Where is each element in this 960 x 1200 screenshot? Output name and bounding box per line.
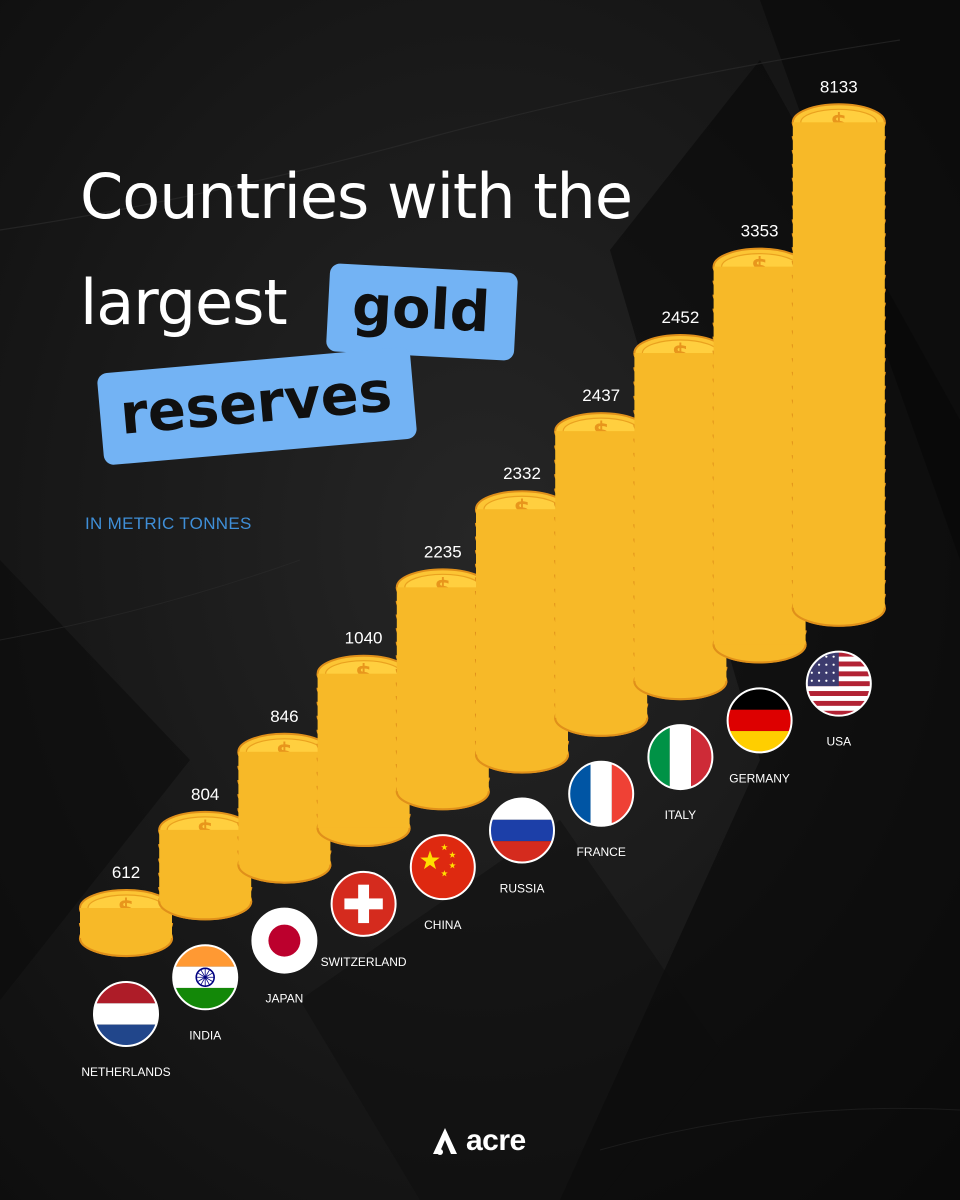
india-flag-icon xyxy=(172,944,239,1011)
category-label-italy: ITALY xyxy=(665,808,697,822)
value-label-usa: 8133 xyxy=(820,77,858,96)
italy-flag-icon xyxy=(647,724,714,791)
germany-flag-icon xyxy=(726,687,793,754)
value-label-netherlands: 612 xyxy=(112,863,140,882)
usa-flag-icon xyxy=(805,650,872,717)
brand-name: acre xyxy=(466,1124,526,1157)
value-label-france: 2437 xyxy=(582,386,620,405)
category-label-germany: GERMANY xyxy=(729,771,790,785)
value-label-china: 2235 xyxy=(424,542,462,561)
title-line-1: Countries with the xyxy=(80,160,633,233)
brand-logo: acre xyxy=(430,1124,526,1158)
value-label-japan: 846 xyxy=(270,707,298,726)
japan-flag-icon xyxy=(251,907,318,974)
value-label-india: 804 xyxy=(191,785,219,804)
category-label-russia: RUSSIA xyxy=(500,881,545,895)
value-label-italy: 2452 xyxy=(661,308,699,327)
netherlands-flag-icon xyxy=(93,980,159,1047)
russia-flag-icon xyxy=(489,797,555,864)
category-label-switzerland: SWITZERLAND xyxy=(321,955,407,969)
category-label-japan: JAPAN xyxy=(266,992,304,1006)
acre-logo-icon xyxy=(433,1128,457,1155)
category-label-china: CHINA xyxy=(424,918,461,932)
category-label-india: INDIA xyxy=(189,1028,221,1042)
category-label-france: FRANCE xyxy=(577,845,626,859)
value-label-russia: 2332 xyxy=(503,464,541,483)
category-label-netherlands: NETHERLANDS xyxy=(81,1065,170,1079)
china-flag-icon xyxy=(409,834,476,901)
category-label-usa: USA xyxy=(826,735,851,749)
france-flag-icon xyxy=(568,760,635,827)
unit-label: IN METRIC TONNES xyxy=(85,514,252,533)
value-label-germany: 3353 xyxy=(741,222,779,241)
switzerland-flag-icon xyxy=(330,870,397,937)
value-label-switzerland: 1040 xyxy=(345,629,383,648)
title-line-2: largest xyxy=(80,266,288,339)
